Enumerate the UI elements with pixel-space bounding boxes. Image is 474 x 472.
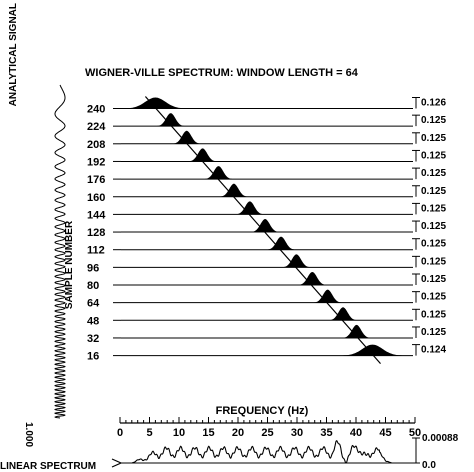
spectrum-peak xyxy=(263,236,299,250)
spectrum-peak xyxy=(325,307,361,321)
row-max-value: 0.125 xyxy=(421,239,446,250)
chart-title: WIGNER-VILLE SPECTRUM: WINDOW LENGTH = 6… xyxy=(85,67,359,79)
analytical-signal-trace xyxy=(54,84,66,419)
spectrum-peak xyxy=(153,113,189,127)
spectrum-rows: 240 0.126 224 0.125 208 0.125 192 0.125 176 0.125… xyxy=(87,96,446,364)
spectrum-arrow xyxy=(111,458,123,468)
spectrum-peak xyxy=(216,183,252,197)
row-sample-label: 32 xyxy=(87,333,99,345)
row-max-value: 0.125 xyxy=(421,274,446,285)
spectrum-peak xyxy=(169,130,205,144)
row-sample-label: 48 xyxy=(87,315,99,327)
spectrum-max-value: 0.00088 xyxy=(422,433,459,444)
spectrum-peak xyxy=(294,272,330,285)
linear-spectrum-plot xyxy=(111,437,420,468)
row-max-value: 0.125 xyxy=(421,256,446,267)
linear-spectrum-label: LINEAR SPECTRUM xyxy=(0,461,96,472)
x-tick-label: 30 xyxy=(291,427,303,439)
spectrum-peak xyxy=(334,344,411,356)
x-tick-label: 40 xyxy=(350,427,362,439)
row-max-value: 0.125 xyxy=(421,115,446,126)
row-max-value: 0.125 xyxy=(421,203,446,214)
row-max-value: 0.125 xyxy=(421,133,446,144)
signal-amplitude-value: 1.000 xyxy=(23,422,34,447)
row-sample-label: 240 xyxy=(87,104,105,116)
spectrum-min-value: 0.0 xyxy=(422,460,436,471)
row-sample-label: 160 xyxy=(87,192,105,204)
x-tick-label: 15 xyxy=(202,427,214,439)
frequency-axis: 0 5 10 15 20 25 30 35 40 45 50 xyxy=(117,417,421,439)
x-tick-label: 10 xyxy=(173,427,185,439)
linear-spectrum-curve xyxy=(131,440,392,464)
spectrum-peak xyxy=(338,324,375,338)
x-tick-label: 50 xyxy=(409,427,421,439)
row-max-value: 0.125 xyxy=(421,309,446,320)
row-sample-label: 224 xyxy=(87,121,106,133)
analytical-signal-label: ANALYTICAL SIGNAL xyxy=(8,3,19,106)
x-tick-label: 45 xyxy=(379,427,391,439)
x-tick-label: 25 xyxy=(261,427,273,439)
row-sample-label: 192 xyxy=(87,156,105,168)
row-sample-label: 208 xyxy=(87,139,105,151)
spectrum-peak xyxy=(200,166,237,180)
row-max-value: 0.124 xyxy=(421,345,446,356)
row-max-value: 0.125 xyxy=(421,150,446,161)
row-max-value: 0.125 xyxy=(421,168,446,179)
row-sample-label: 144 xyxy=(87,209,106,221)
x-tick-label: 20 xyxy=(232,427,244,439)
spectrum-peak xyxy=(310,289,346,303)
row-sample-label: 128 xyxy=(87,227,105,239)
spectrum-peak xyxy=(117,97,194,109)
x-tick-label: 0 xyxy=(117,427,123,439)
x-tick-label: 35 xyxy=(320,427,332,439)
row-max-value: 0.125 xyxy=(421,292,446,303)
row-sample-label: 112 xyxy=(87,245,105,257)
spectrum-peak xyxy=(278,254,315,268)
row-sample-label: 80 xyxy=(87,280,99,292)
spectrum-peak xyxy=(185,148,221,162)
row-max-value: 0.125 xyxy=(421,221,446,232)
row-max-value: 0.125 xyxy=(421,186,446,197)
spectrum-peak xyxy=(247,219,283,233)
x-axis-label: FREQUENCY (Hz) xyxy=(216,405,309,417)
analytical-signal-wave xyxy=(54,84,66,419)
row-sample-label: 176 xyxy=(87,174,105,186)
row-sample-label: 64 xyxy=(87,298,100,310)
spectrum-peak xyxy=(232,201,268,215)
row-max-value: 0.126 xyxy=(421,98,446,109)
y-axis-label: SAMPLE NUMBER xyxy=(64,220,75,309)
row-max-value: 0.125 xyxy=(421,327,446,338)
row-sample-label: 16 xyxy=(87,351,99,363)
x-tick-label: 5 xyxy=(146,427,152,439)
row-sample-label: 96 xyxy=(87,262,99,274)
